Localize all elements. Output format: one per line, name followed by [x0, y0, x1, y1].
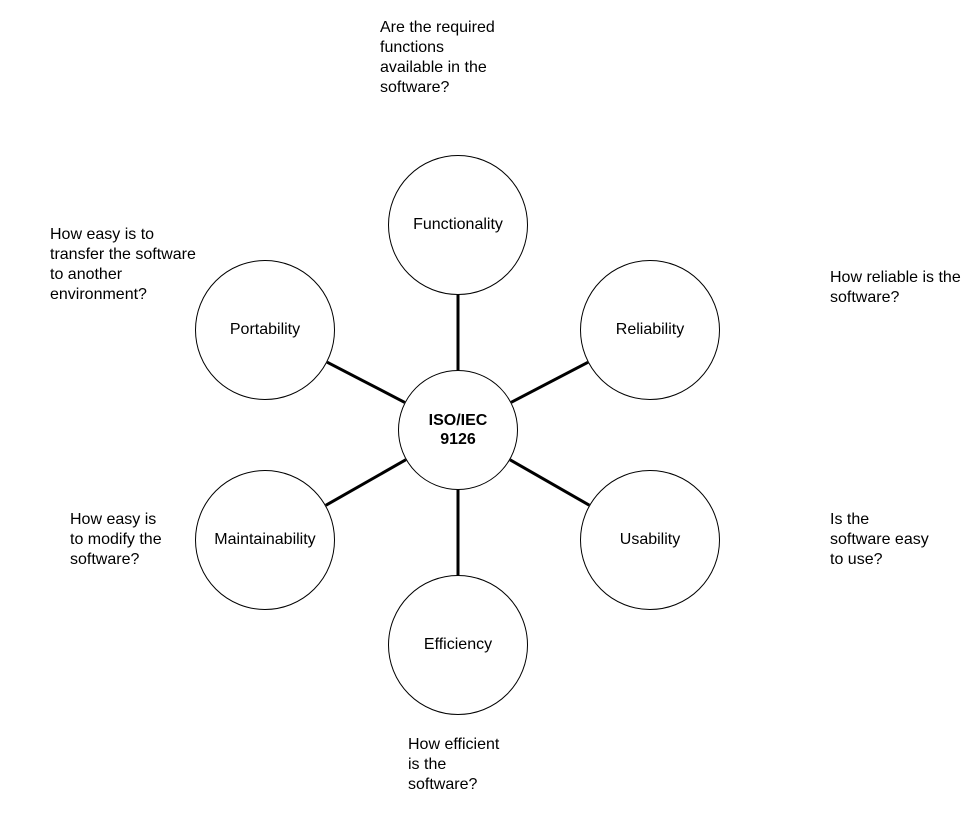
annotation-text: How easy is totransfer the softwareto an…	[50, 226, 196, 303]
node-label: Reliability	[616, 320, 684, 339]
annotation-text: How efficientis thesoftware?	[408, 736, 499, 793]
edge-usability	[510, 460, 589, 505]
center-node: ISO/IEC9126	[398, 370, 518, 490]
center-node-label: ISO/IEC9126	[429, 411, 488, 449]
annotation-maintainability: How easy isto modify thesoftware?	[70, 510, 230, 570]
node-label: Usability	[620, 530, 680, 549]
annotation-efficiency: How efficientis thesoftware?	[408, 735, 568, 795]
annotation-text: How reliable is thesoftware?	[830, 269, 961, 306]
node-functionality: Functionality	[388, 155, 528, 295]
annotation-text: Is thesoftware easyto use?	[830, 511, 929, 568]
annotation-text: Are the requiredfunctionsavailable in th…	[380, 19, 495, 96]
node-label: Efficiency	[424, 635, 492, 654]
annotation-functionality: Are the requiredfunctionsavailable in th…	[380, 18, 580, 98]
node-label: Portability	[230, 320, 300, 339]
node-usability: Usability	[580, 470, 720, 610]
edge-reliability	[511, 362, 588, 402]
edge-maintainability	[326, 460, 406, 506]
node-efficiency: Efficiency	[388, 575, 528, 715]
annotation-reliability: How reliable is thesoftware?	[830, 268, 975, 308]
annotation-text: How easy isto modify thesoftware?	[70, 511, 162, 568]
annotation-portability: How easy is totransfer the softwareto an…	[50, 225, 270, 305]
node-label: Functionality	[413, 215, 503, 234]
node-reliability: Reliability	[580, 260, 720, 400]
edge-portability	[327, 362, 405, 402]
annotation-usability: Is thesoftware easyto use?	[830, 510, 975, 570]
